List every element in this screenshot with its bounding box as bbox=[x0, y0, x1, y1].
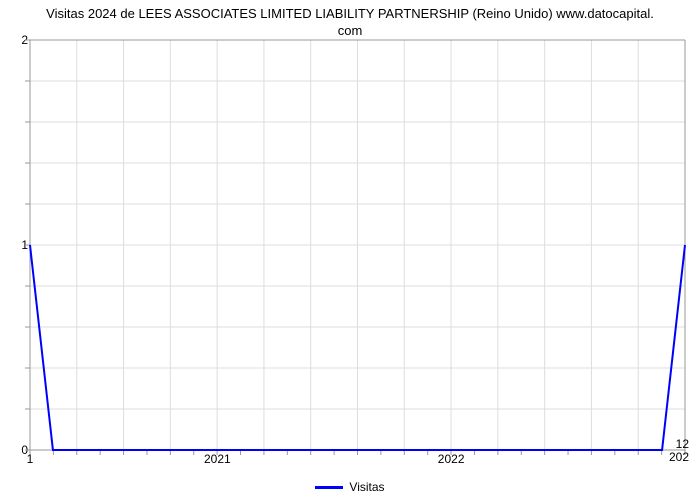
legend-swatch bbox=[315, 486, 343, 489]
x-tick-label: 2022 bbox=[438, 452, 465, 466]
plot-area bbox=[30, 40, 685, 450]
x-axis: 20212022112202 bbox=[30, 452, 685, 468]
x-corner-left: 1 bbox=[27, 452, 34, 466]
chart-area: 012 20212022112202 bbox=[30, 40, 685, 450]
chart-legend: Visitas bbox=[0, 479, 700, 494]
legend-label: Visitas bbox=[349, 480, 384, 494]
chart-title-line2: com bbox=[338, 23, 363, 38]
x-corner-right: 12202 bbox=[669, 438, 689, 464]
chart-title-line1: Visitas 2024 de LEES ASSOCIATES LIMITED … bbox=[46, 6, 654, 21]
chart-title: Visitas 2024 de LEES ASSOCIATES LIMITED … bbox=[0, 0, 700, 42]
x-tick-label: 2021 bbox=[204, 452, 231, 466]
